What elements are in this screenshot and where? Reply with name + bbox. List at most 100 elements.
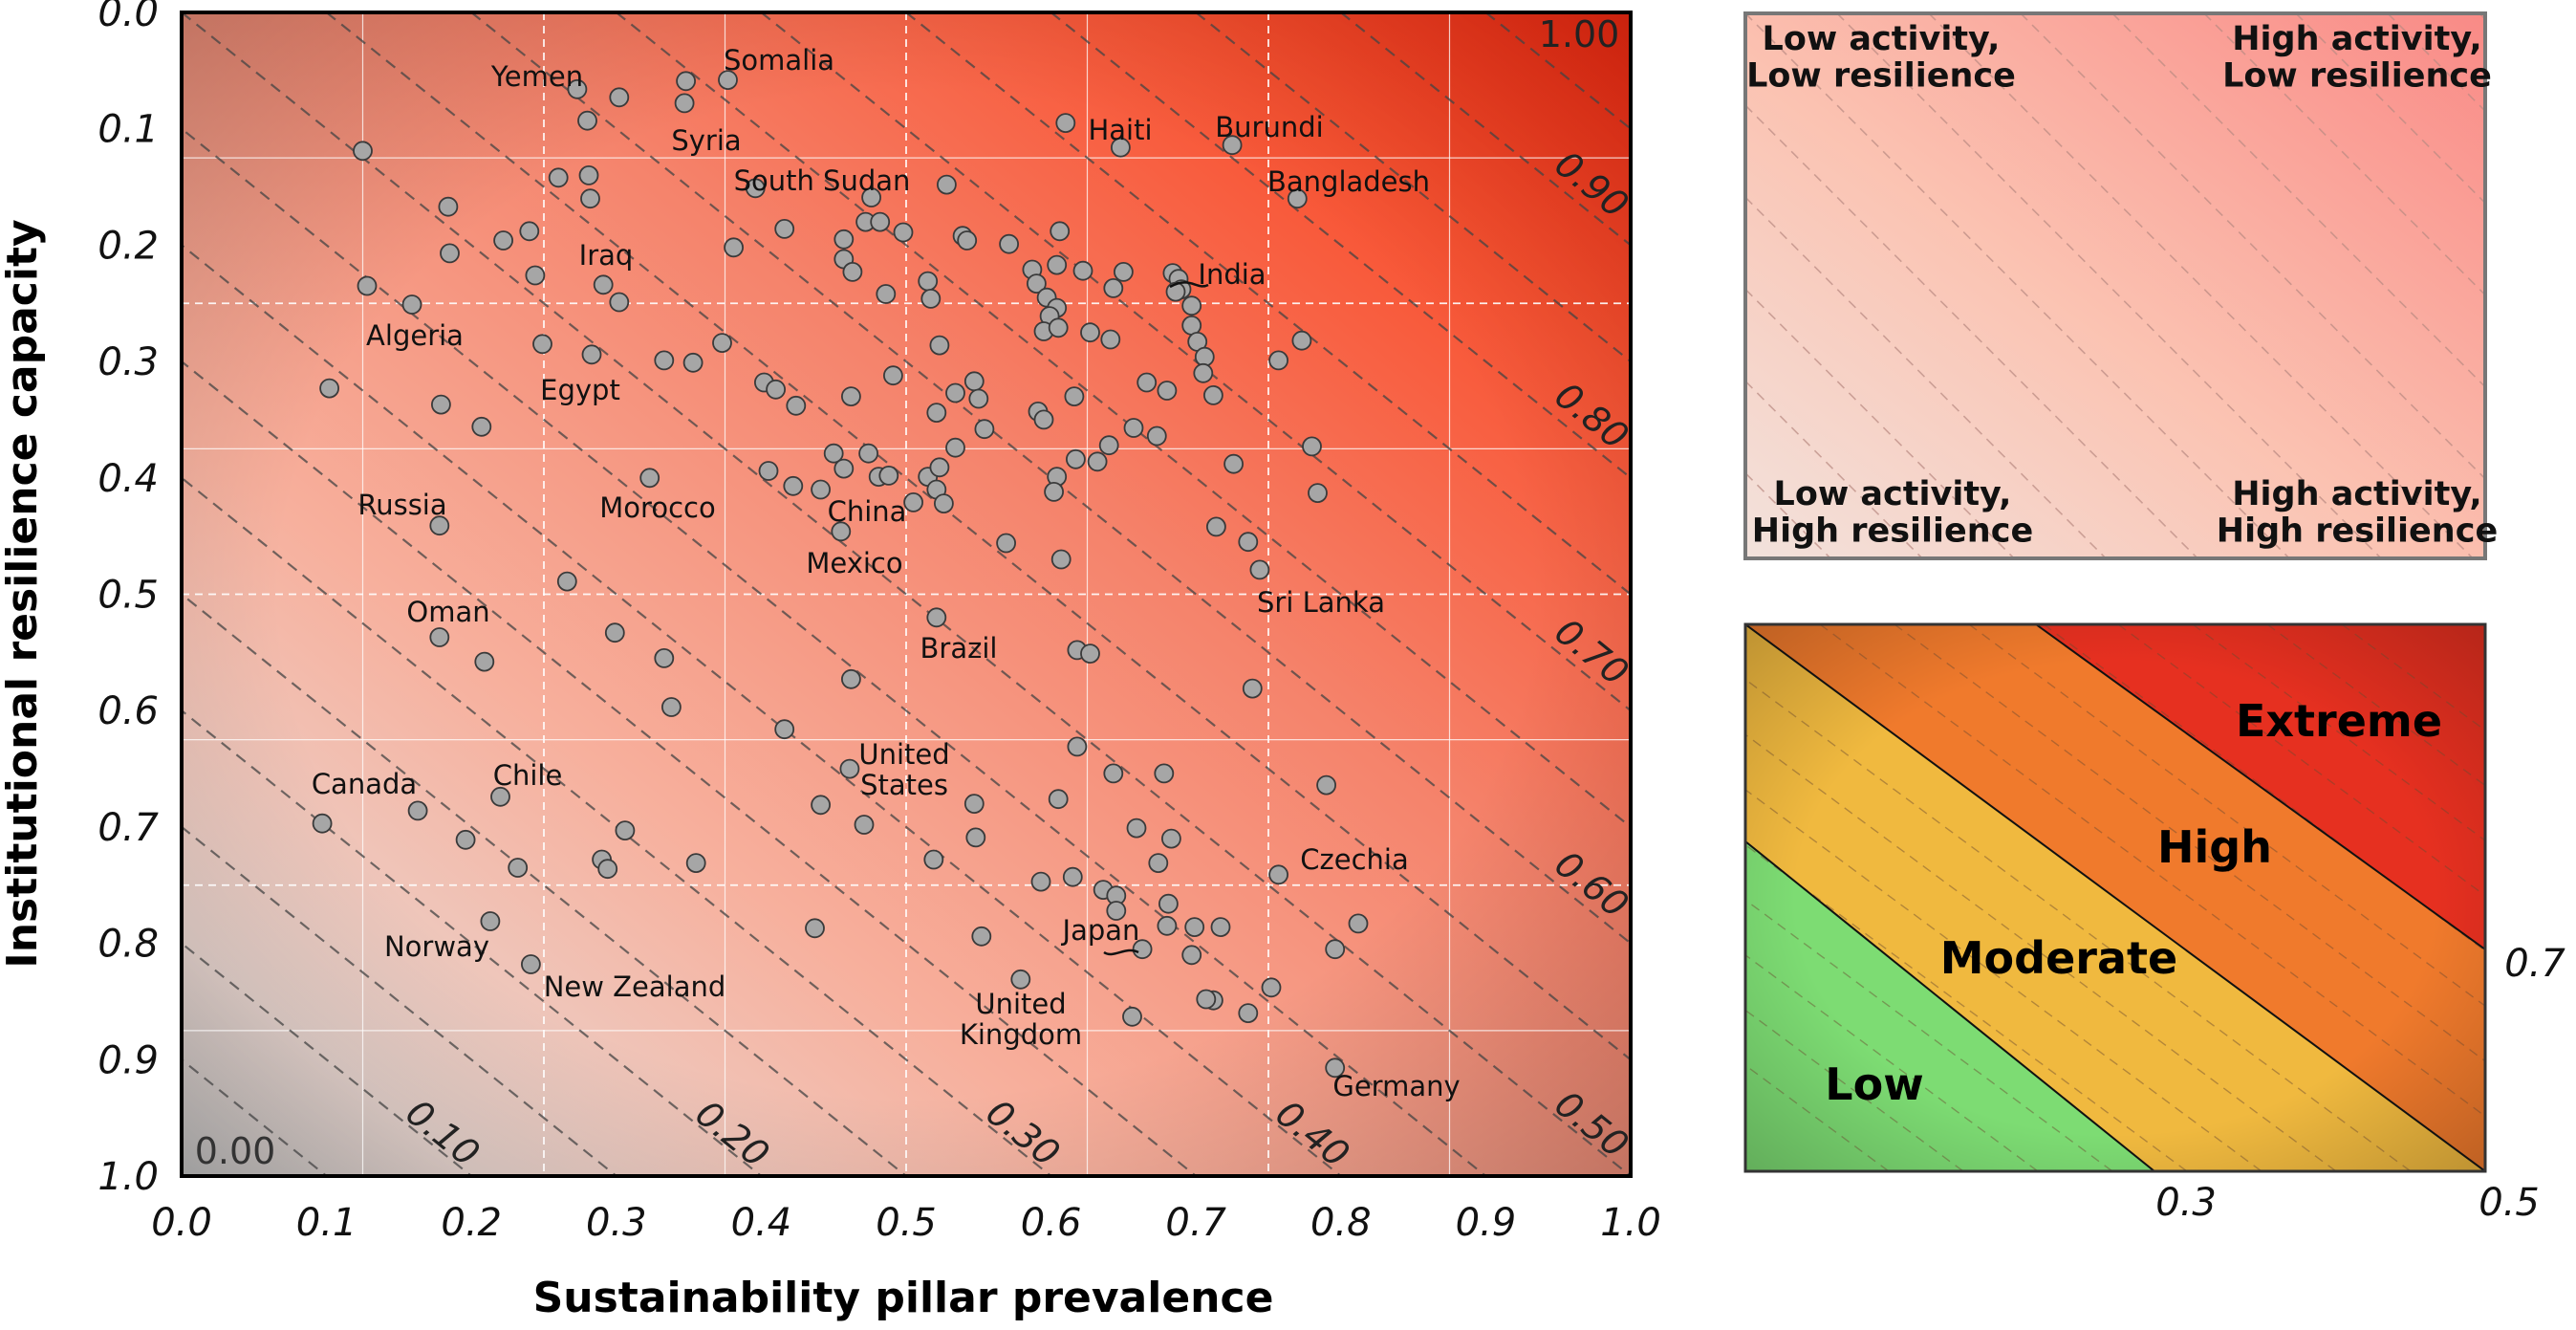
label-canada: Canada bbox=[312, 768, 417, 800]
data-point bbox=[1055, 113, 1076, 134]
contour-line bbox=[470, 12, 1631, 946]
data-point bbox=[1098, 435, 1119, 456]
data-point bbox=[1047, 254, 1068, 275]
data-point bbox=[811, 795, 831, 816]
data-point bbox=[548, 167, 569, 188]
x-tick-label: 0.2 bbox=[441, 1201, 502, 1245]
data-point bbox=[963, 371, 985, 392]
x-tick-label: 0.1 bbox=[296, 1201, 357, 1245]
data-point bbox=[676, 71, 696, 92]
risk-contour bbox=[1745, 789, 2262, 1171]
data-point bbox=[1146, 425, 1167, 447]
data-point bbox=[1050, 549, 1072, 570]
data-point bbox=[937, 174, 957, 195]
data-point bbox=[593, 274, 614, 295]
x-tick-label: 0.8 bbox=[1310, 1201, 1372, 1245]
data-point bbox=[1064, 386, 1085, 407]
risk-tick-0-3: 0.3 bbox=[2155, 1181, 2217, 1225]
data-point bbox=[929, 457, 950, 478]
label-oman: Oman bbox=[406, 596, 489, 628]
risk-bands bbox=[1745, 624, 2485, 1171]
contour-line bbox=[182, 127, 1487, 1176]
data-point bbox=[1287, 188, 1308, 209]
data-point bbox=[839, 758, 860, 779]
data-point bbox=[578, 164, 599, 185]
data-point bbox=[934, 493, 954, 513]
data-point bbox=[945, 382, 965, 403]
quadrant-contour bbox=[1836, 13, 2383, 558]
risk-contour bbox=[1745, 1009, 1964, 1171]
contour-line bbox=[760, 12, 1631, 712]
corner-label-low: 0.00 bbox=[195, 1130, 276, 1172]
x-tick-label: 0.0 bbox=[151, 1201, 212, 1245]
data-point bbox=[615, 820, 636, 840]
y-axis-title: Institutional resilience capacity bbox=[0, 219, 47, 968]
data-point bbox=[1027, 273, 1047, 294]
data-point bbox=[474, 651, 495, 672]
risk-label-moderate: Moderate bbox=[1940, 932, 2177, 984]
data-point bbox=[407, 800, 428, 821]
data-point bbox=[745, 178, 766, 199]
data-point bbox=[811, 479, 831, 500]
risk-contour bbox=[2192, 624, 2485, 842]
data-point bbox=[926, 403, 947, 424]
data-point bbox=[567, 78, 588, 99]
data-point bbox=[841, 386, 861, 407]
data-point bbox=[401, 294, 422, 315]
data-point bbox=[674, 93, 695, 114]
contour-line bbox=[182, 825, 617, 1176]
risk-contour bbox=[2266, 624, 2485, 787]
data-point bbox=[766, 379, 786, 400]
contours bbox=[182, 12, 1631, 1176]
x-tick-label: 0.4 bbox=[731, 1201, 792, 1245]
contour-line bbox=[182, 476, 1052, 1176]
data-point bbox=[682, 352, 704, 373]
points bbox=[312, 70, 1369, 1079]
label-somalia: Somalia bbox=[724, 44, 834, 76]
y-axis-ticks: 0.0 0.1 0.2 0.3 0.4 0.5 0.6 0.7 0.8 0.9 1.0 bbox=[97, 0, 159, 1199]
data-point bbox=[957, 230, 978, 251]
y-tick-label: 0.0 bbox=[97, 0, 159, 35]
data-point bbox=[1242, 678, 1263, 699]
label-sri-lanka: Sri Lanka bbox=[1257, 586, 1385, 619]
grid bbox=[182, 12, 1631, 1176]
data-point bbox=[923, 849, 944, 870]
risk-boundary-high-extreme bbox=[2035, 624, 2485, 950]
risk-contour bbox=[1745, 1064, 1890, 1171]
data-point bbox=[920, 288, 942, 309]
label-united-kingdom: United Kingdom bbox=[960, 988, 1082, 1051]
label-india: India bbox=[1198, 258, 1266, 291]
contour-line bbox=[182, 12, 1631, 1176]
risk-contour bbox=[1745, 733, 2337, 1171]
label-mexico: Mexico bbox=[806, 547, 902, 579]
data-point bbox=[1238, 532, 1259, 553]
data-point bbox=[1308, 483, 1328, 503]
quadrant-panel bbox=[1745, 13, 2485, 558]
label-burundi: Burundi bbox=[1215, 111, 1323, 143]
data-point bbox=[1181, 945, 1202, 966]
data-point bbox=[1210, 917, 1231, 937]
data-point bbox=[1080, 322, 1100, 343]
data-point bbox=[1103, 277, 1124, 298]
data-point bbox=[971, 926, 992, 947]
data-point bbox=[1184, 917, 1205, 937]
label-south-sudan: South Sudan bbox=[734, 164, 911, 197]
data-point bbox=[493, 230, 513, 251]
data-point bbox=[661, 697, 682, 717]
y-tick-label: 1.0 bbox=[97, 1155, 159, 1199]
data-point bbox=[577, 110, 597, 131]
data-point bbox=[319, 378, 340, 399]
data-point bbox=[1325, 939, 1346, 960]
contour-line bbox=[182, 709, 763, 1176]
data-point bbox=[926, 607, 947, 628]
quadrant-contour bbox=[1745, 13, 2291, 558]
risk-contour bbox=[2117, 624, 2485, 897]
label-algeria: Algeria bbox=[366, 319, 464, 352]
data-point bbox=[878, 465, 899, 486]
leader-japan bbox=[1103, 948, 1139, 956]
y-tick-label: 0.8 bbox=[97, 923, 159, 967]
contour-line bbox=[1195, 12, 1631, 363]
quadrant-contour bbox=[1745, 288, 2016, 558]
data-point bbox=[1238, 1003, 1259, 1023]
risk-boundary-moderate-high bbox=[1745, 624, 2485, 1171]
